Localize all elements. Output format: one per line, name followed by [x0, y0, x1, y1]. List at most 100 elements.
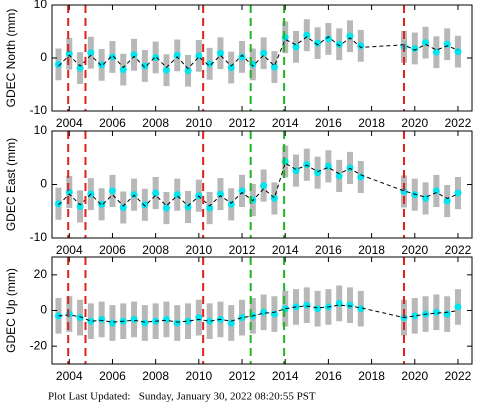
y-tick-label: 0 [40, 303, 47, 317]
x-tick-label: 2022 [445, 116, 472, 130]
x-tick-label: 2018 [358, 369, 385, 383]
observation [173, 191, 181, 199]
observation [152, 189, 160, 197]
observation [184, 67, 192, 75]
observation [422, 39, 430, 47]
observation [432, 48, 440, 56]
x-tick-label: 2008 [142, 116, 169, 130]
x-tick-label: 2014 [272, 369, 299, 383]
observation [281, 157, 289, 165]
observation [346, 301, 354, 309]
x-tick-label: 2014 [272, 116, 299, 130]
observation [303, 31, 311, 39]
observation [238, 53, 246, 61]
observation [76, 314, 84, 322]
observation [454, 303, 462, 311]
observation [303, 301, 311, 309]
observation [432, 308, 440, 316]
observation [108, 187, 116, 195]
observation [162, 204, 170, 212]
x-tick-label: 2020 [401, 116, 428, 130]
observation [454, 189, 462, 197]
y-tick-label: -10 [30, 103, 48, 117]
y-axis-label: GDEC Up (mm) [4, 268, 18, 353]
observation [346, 32, 354, 40]
x-tick-label: 2010 [185, 369, 212, 383]
y-axis-label: GDEC North (mm) [4, 9, 18, 108]
x-tick-label: 2020 [401, 369, 428, 383]
observation [216, 49, 224, 57]
observation [54, 60, 62, 68]
x-tick-label: 2008 [142, 243, 169, 257]
x-tick-label: 2016 [315, 243, 342, 257]
x-tick-label: 2016 [315, 116, 342, 130]
observation [162, 315, 170, 323]
observation [184, 203, 192, 211]
x-tick-label: 2014 [272, 243, 299, 257]
y-tick-label: -20 [30, 338, 48, 352]
observation [141, 201, 149, 209]
observation [454, 48, 462, 56]
observation [292, 43, 300, 51]
observation [98, 200, 106, 208]
x-tick-label: 2018 [358, 243, 385, 257]
observation [260, 308, 268, 316]
observation [443, 40, 451, 48]
observation [432, 187, 440, 195]
observation [206, 317, 214, 325]
observation [195, 52, 203, 60]
observation [227, 200, 235, 208]
model-line [58, 36, 459, 70]
observation [357, 305, 365, 313]
y-tick-label: 0 [40, 177, 47, 191]
x-tick-label: 2004 [56, 116, 83, 130]
observation [443, 197, 451, 205]
x-tick-label: 2020 [401, 243, 428, 257]
observation [206, 204, 214, 212]
observation [130, 315, 138, 323]
observation [400, 187, 408, 195]
observation [119, 66, 127, 74]
observation [270, 310, 278, 318]
y-tick-label: -10 [30, 230, 48, 244]
observation [76, 202, 84, 210]
x-tick-label: 2004 [56, 369, 83, 383]
observation [260, 182, 268, 190]
observation [281, 33, 289, 41]
observation [162, 66, 170, 74]
observation [227, 64, 235, 72]
observation [270, 63, 278, 71]
observation [76, 64, 84, 72]
observation [238, 187, 246, 195]
x-tick-label: 2008 [142, 369, 169, 383]
x-tick-label: 2022 [445, 243, 472, 257]
observation [141, 62, 149, 70]
observation [314, 305, 322, 313]
model-line [58, 162, 459, 207]
observation [184, 317, 192, 325]
observation [54, 200, 62, 208]
observation [173, 51, 181, 59]
observation [206, 60, 214, 68]
observation [87, 49, 95, 57]
observation [238, 314, 246, 322]
y-tick-label: 10 [34, 123, 48, 137]
observation [335, 172, 343, 180]
x-tick-label: 2022 [445, 369, 472, 383]
observation [411, 191, 419, 199]
observation [98, 61, 106, 69]
x-tick-label: 2006 [99, 116, 126, 130]
x-tick-label: 2010 [185, 116, 212, 130]
x-tick-label: 2016 [315, 369, 342, 383]
observation [357, 42, 365, 50]
observation [141, 319, 149, 327]
x-tick-label: 2012 [229, 243, 256, 257]
observation [173, 319, 181, 327]
observation [130, 51, 138, 59]
observation [152, 53, 160, 61]
observation [195, 314, 203, 322]
x-tick-label: 2012 [229, 116, 256, 130]
observation [227, 319, 235, 327]
x-tick-label: 2006 [99, 369, 126, 383]
